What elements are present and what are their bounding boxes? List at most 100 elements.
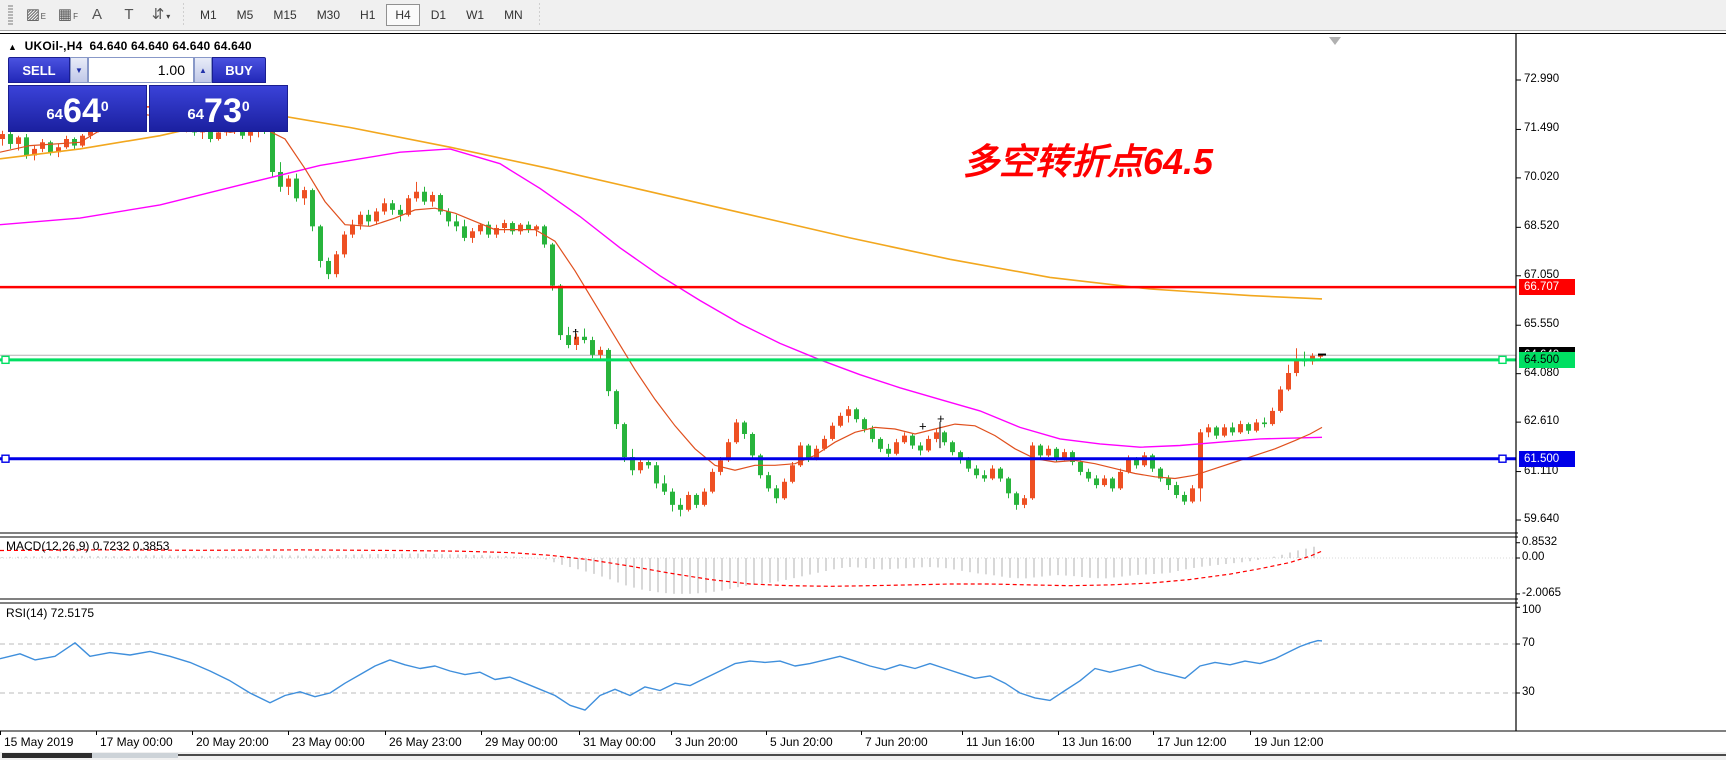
time-axis-label: 13 Jun 16:00 [1062,735,1132,749]
candle-body [1222,427,1227,436]
timeframe-m15[interactable]: M15 [273,8,297,22]
cycle-symbols-icon[interactable]: ⇵ ▾ [151,6,171,23]
candle-body [350,224,355,235]
candle-body [1166,478,1171,486]
toolbar-grip[interactable] [8,4,13,26]
candle-body [334,254,339,275]
volume-input[interactable]: 1.00 [88,57,194,83]
candle-body [854,409,859,420]
candle-body [614,391,619,425]
candle-body [606,349,611,392]
candle-body [390,203,395,210]
text-box-icon[interactable]: T [124,6,134,23]
timeframe-m5[interactable]: M5 [236,8,254,22]
buy-price-button[interactable]: 64 73 0 [149,85,288,132]
candle-body [774,488,779,499]
buy-button[interactable]: BUY [212,57,266,83]
candle-body [40,142,45,149]
candle-body [966,458,971,469]
candle-body [646,462,651,466]
candle-body [454,221,459,227]
sell-price-pip: 0 [100,98,109,114]
time-axis-label: 26 May 23:00 [389,735,462,749]
collapse-triangle-icon[interactable]: ▲ [8,42,18,52]
timeframe-m1[interactable]: M1 [200,8,217,22]
candle-body [1078,462,1083,472]
candle-body [382,203,387,212]
chart-mark: † [572,326,579,341]
indicators-icon[interactable]: ▨ E [25,6,46,23]
candle-body [438,195,443,212]
chart-window-border [0,33,1726,34]
chart-text-annotation[interactable]: 多空转折点64.5 [963,141,1214,182]
candle-body [1230,427,1235,433]
candle-body [1214,427,1219,436]
candle-body [1318,355,1323,357]
toolbar-separator [538,3,540,27]
timeframe-mn[interactable]: MN [504,8,523,22]
scrollbar-thumb[interactable] [2,753,92,758]
candle-body [822,438,827,449]
candle-body [294,178,299,199]
candle-body [1262,422,1267,425]
price-tick-label: 68.520 [1524,220,1560,233]
timeframe-buttons: M1 M5 M15 M30 H1 H4 D1 W1 MN [190,4,533,26]
candle-body [1118,471,1123,489]
macd-panel [0,546,1516,594]
candle-body [806,445,811,459]
candle-body [798,445,803,466]
candle-body [1142,455,1147,466]
volume-down-button[interactable]: ▼ [70,57,88,83]
symbol-period-label: UKOil-,H4 [24,39,83,53]
candle-body [1086,471,1091,479]
candle-body [302,190,307,199]
scrollbar-track-line [178,754,1726,756]
macd-label: MACD(12,26,9) 0.7232 0.3853 [6,539,170,553]
timeframe-m30[interactable]: M30 [316,8,341,22]
candle-body [326,260,331,275]
rsi-label: RSI(14) 72.5175 [6,606,95,620]
candle-body [398,209,403,215]
candle-body [710,471,715,492]
timeframe-h1[interactable]: H1 [360,8,376,22]
candle-body [950,442,955,453]
candle-body [216,132,221,139]
volume-up-button[interactable]: ▲ [194,57,212,83]
candle-body [16,137,21,144]
time-axis-label: 29 May 00:00 [485,735,558,749]
candle-body [366,214,371,222]
sell-price-button[interactable]: 64 64 0 [8,85,147,132]
chart-title: ▲ UKOil-,H4 64.640 64.640 64.640 64.640 [8,39,252,53]
toolbar: ▨ E ▦ F A T ⇵ ▾ M1 M5 M15 M30 H1 H4 D1 W1 MN [0,0,1726,31]
price-tick-label: 61.110 [1524,464,1559,477]
timeframe-h4[interactable]: H4 [386,4,420,26]
candle-body [486,224,491,235]
candle-body [286,178,291,187]
sell-button[interactable]: SELL [8,57,70,83]
line-handle [1498,355,1507,365]
candle-body [342,234,347,255]
candle-body [574,336,579,345]
scrollbar-thumb-light[interactable] [92,753,178,758]
time-axis-label: 5 Jun 20:00 [770,735,833,749]
timeframe-d1[interactable]: D1 [430,8,447,22]
buy-price-main: 73 [204,92,242,130]
candle-body [1134,458,1139,466]
price-tick-label: 59.640 [1524,513,1560,526]
candle-body [1038,445,1043,456]
horizontal-scrollbar[interactable] [0,752,1726,760]
candle-body [894,442,899,454]
grid-icon[interactable]: ▦ F [57,6,78,23]
sell-price-main: 64 [63,92,101,130]
rsi-line [0,639,1323,711]
candle-body [0,134,5,139]
candle-body [910,435,915,446]
candle-body [358,214,363,225]
price-tick-label: 65.550 [1524,318,1560,331]
text-label-icon[interactable]: A [91,6,102,23]
indicator-scale-label: 0.8532 [1522,536,1558,548]
timeframe-w1[interactable]: W1 [466,8,485,22]
one-click-trade-panel: SELL ▼ 1.00 ▲ BUY 64 64 0 64 73 0 [8,57,288,132]
